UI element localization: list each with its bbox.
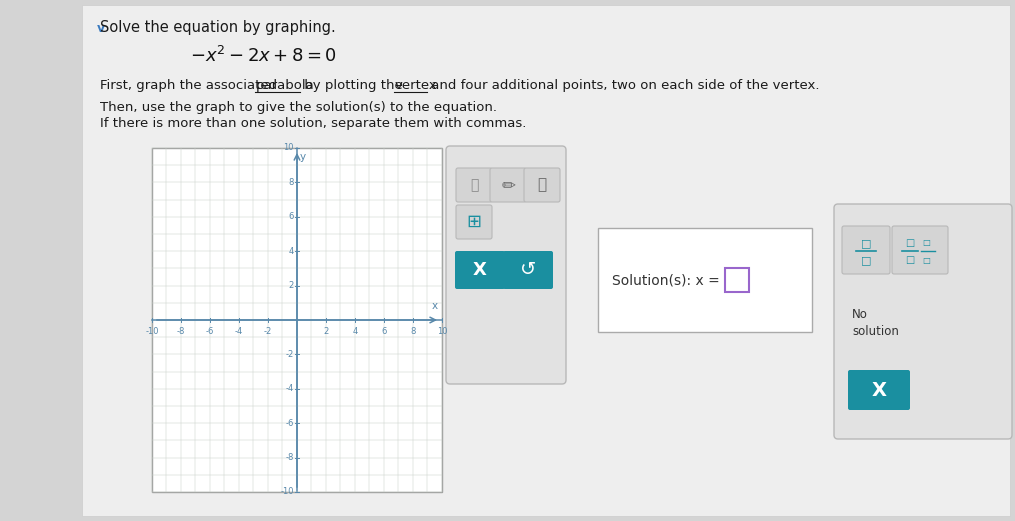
Text: □: □: [905, 255, 915, 265]
Text: Solve the equation by graphing.: Solve the equation by graphing.: [100, 20, 336, 35]
Text: -6: -6: [285, 419, 294, 428]
FancyBboxPatch shape: [456, 168, 492, 202]
FancyBboxPatch shape: [725, 268, 749, 292]
Text: y: y: [300, 152, 307, 162]
Text: -10: -10: [280, 488, 294, 497]
Text: 6: 6: [382, 327, 387, 336]
Text: No
solution: No solution: [852, 308, 899, 338]
Text: $-x^{2}-2x+8=0$: $-x^{2}-2x+8=0$: [190, 46, 337, 66]
FancyBboxPatch shape: [446, 146, 566, 384]
Text: ↺: ↺: [520, 260, 536, 279]
Text: 8: 8: [410, 327, 416, 336]
Text: -4: -4: [286, 384, 294, 393]
Text: by plotting the: by plotting the: [299, 79, 407, 92]
Text: Then, use the graph to give the solution(s) to the equation.: Then, use the graph to give the solution…: [100, 101, 497, 114]
Text: -8: -8: [177, 327, 185, 336]
Text: parabola: parabola: [256, 79, 315, 92]
Text: ␡: ␡: [470, 178, 478, 192]
Text: ⤵: ⤵: [537, 178, 546, 192]
Text: □: □: [922, 255, 930, 265]
Text: -10: -10: [145, 327, 158, 336]
Text: 6: 6: [288, 212, 294, 221]
FancyBboxPatch shape: [490, 168, 526, 202]
Text: □: □: [861, 238, 871, 248]
Text: If there is more than one solution, separate them with commas.: If there is more than one solution, sepa…: [100, 117, 527, 130]
Text: Solution(s): x =: Solution(s): x =: [612, 273, 720, 287]
Text: vertex: vertex: [394, 79, 436, 92]
Text: and four additional points, two on each side of the vertex.: and four additional points, two on each …: [427, 79, 820, 92]
Text: 8: 8: [288, 178, 294, 187]
FancyBboxPatch shape: [842, 226, 890, 274]
Text: □: □: [905, 238, 915, 248]
Text: X: X: [872, 380, 886, 400]
Text: 2: 2: [324, 327, 329, 336]
Text: First, graph the associated: First, graph the associated: [100, 79, 281, 92]
Text: 4: 4: [288, 247, 294, 256]
FancyBboxPatch shape: [834, 204, 1012, 439]
FancyBboxPatch shape: [848, 370, 910, 410]
FancyBboxPatch shape: [455, 251, 505, 289]
Text: 10: 10: [436, 327, 448, 336]
Text: v: v: [97, 22, 106, 35]
Text: 4: 4: [352, 327, 357, 336]
FancyBboxPatch shape: [892, 226, 948, 274]
FancyBboxPatch shape: [524, 168, 560, 202]
Text: 10: 10: [283, 143, 294, 153]
FancyBboxPatch shape: [503, 251, 553, 289]
Text: ✏: ✏: [501, 176, 515, 194]
Text: □: □: [861, 255, 871, 265]
Bar: [152, 148, 442, 492]
Text: -4: -4: [234, 327, 244, 336]
Text: x: x: [431, 301, 438, 311]
FancyBboxPatch shape: [82, 5, 1010, 516]
Text: 2: 2: [288, 281, 294, 290]
Text: -2: -2: [264, 327, 272, 336]
Text: -8: -8: [285, 453, 294, 462]
FancyBboxPatch shape: [456, 205, 492, 239]
Text: ⊞: ⊞: [467, 213, 481, 231]
FancyBboxPatch shape: [598, 228, 812, 332]
Text: □: □: [922, 239, 930, 247]
Text: X: X: [473, 261, 487, 279]
Text: -2: -2: [286, 350, 294, 359]
Text: -6: -6: [206, 327, 214, 336]
